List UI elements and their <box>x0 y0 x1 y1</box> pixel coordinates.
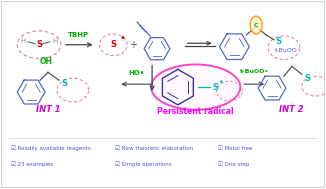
Text: +: + <box>129 40 137 50</box>
Text: C: C <box>254 22 259 28</box>
Text: ☑ Simple operations: ☑ Simple operations <box>115 161 172 167</box>
Text: S: S <box>36 40 42 49</box>
Text: t-BuOO•: t-BuOO• <box>240 69 269 74</box>
Ellipse shape <box>250 16 262 34</box>
Text: H: H <box>21 38 26 44</box>
Text: t-BuOO: t-BuOO <box>274 48 297 53</box>
Text: ☑ One step: ☑ One step <box>217 161 249 167</box>
Text: S: S <box>275 37 281 46</box>
Text: •: • <box>119 33 125 43</box>
Text: S: S <box>62 79 68 88</box>
Text: TBHP: TBHP <box>68 32 89 38</box>
Text: INT 1: INT 1 <box>36 105 60 114</box>
Text: HO•: HO• <box>128 70 144 76</box>
Text: S: S <box>213 83 218 92</box>
Text: Persistent radical: Persistent radical <box>157 107 234 116</box>
Text: INT 2: INT 2 <box>279 105 303 114</box>
Text: OH: OH <box>39 57 52 66</box>
Text: ☑ New theoretic elaboration: ☑ New theoretic elaboration <box>115 146 194 151</box>
Text: H: H <box>52 38 58 44</box>
FancyBboxPatch shape <box>4 4 322 185</box>
Text: S: S <box>111 40 116 49</box>
Text: S: S <box>305 74 311 83</box>
Ellipse shape <box>151 64 240 110</box>
Text: •: • <box>219 78 224 87</box>
Text: ☑ 25 examples: ☑ 25 examples <box>11 161 53 167</box>
Text: ☑ Readily available reagents: ☑ Readily available reagents <box>11 145 91 151</box>
Text: ☑ Metal free: ☑ Metal free <box>217 146 252 151</box>
